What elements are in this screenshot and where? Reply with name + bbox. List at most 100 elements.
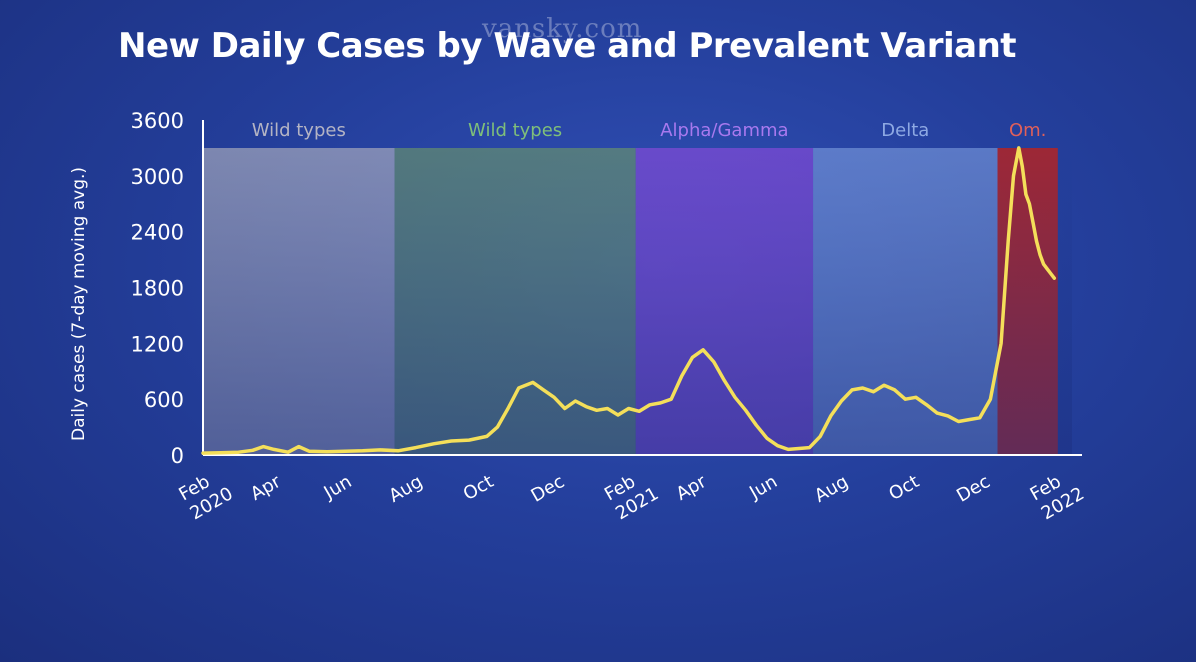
band-shade xyxy=(203,148,1072,455)
x-tick: Apr xyxy=(247,471,285,505)
x-tick-label: Aug xyxy=(385,471,426,507)
data-point xyxy=(628,407,630,410)
data-point xyxy=(915,396,917,398)
data-point xyxy=(883,384,885,386)
data-point xyxy=(379,449,381,451)
data-point xyxy=(691,356,694,358)
x-tick: Oct xyxy=(460,471,497,505)
data-point xyxy=(1050,272,1052,275)
x-tick-label: Aug xyxy=(811,471,852,507)
x-tick: Oct xyxy=(885,471,922,505)
data-point xyxy=(617,414,619,416)
y-tick-label: 1800 xyxy=(131,277,184,301)
x-tick-label: Oct xyxy=(460,471,497,505)
data-point xyxy=(1000,342,1002,344)
wave-label-4: Om. xyxy=(1009,120,1046,141)
data-point xyxy=(326,451,328,453)
data-point xyxy=(606,407,609,410)
data-point xyxy=(830,415,832,417)
data-point xyxy=(649,404,651,406)
series-line-0 xyxy=(201,146,1057,455)
data-point xyxy=(564,407,566,410)
data-point xyxy=(819,435,821,437)
y-tick-label: 1200 xyxy=(131,332,184,356)
data-point xyxy=(979,417,981,419)
x-tick: Aug xyxy=(385,471,426,507)
data-point xyxy=(989,398,992,400)
data-point xyxy=(298,446,300,448)
x-tick-label: Oct xyxy=(885,471,922,505)
data-point xyxy=(273,448,275,450)
y-tick-label: 600 xyxy=(144,388,184,412)
x-tick-label: Jun xyxy=(320,471,356,504)
data-point xyxy=(397,450,399,452)
data-point xyxy=(957,420,960,423)
data-point xyxy=(755,424,757,426)
data-point xyxy=(851,389,853,391)
data-point xyxy=(553,396,555,398)
data-point xyxy=(798,447,800,450)
data-point xyxy=(702,349,704,351)
data-point xyxy=(787,448,789,450)
data-point xyxy=(1032,221,1034,223)
x-tick: Jun xyxy=(320,471,356,504)
data-point xyxy=(1012,175,1015,177)
data-point xyxy=(808,447,811,449)
data-point xyxy=(1007,240,1009,242)
data-point xyxy=(308,450,310,452)
data-point xyxy=(872,391,875,393)
data-point xyxy=(585,406,587,408)
data-point xyxy=(1043,263,1045,265)
data-point xyxy=(252,449,254,451)
data-point xyxy=(262,446,264,448)
wave-label-3: Delta xyxy=(881,120,929,141)
y-tick-label: 2400 xyxy=(131,221,184,245)
data-point xyxy=(681,375,683,377)
data-point xyxy=(344,450,346,452)
data-point xyxy=(734,396,736,398)
data-point xyxy=(1018,147,1020,149)
chart-title: New Daily Cases by Wave and Prevalent Va… xyxy=(118,26,1017,66)
data-point xyxy=(542,389,545,391)
data-point xyxy=(660,402,662,404)
data-point xyxy=(936,412,938,414)
data-point xyxy=(894,389,896,391)
x-tick: Apr xyxy=(673,471,711,505)
data-point xyxy=(362,450,364,452)
data-point xyxy=(596,409,598,411)
watermark-text: vansky.com xyxy=(482,14,643,44)
data-point xyxy=(237,451,240,453)
x-tick-label: Dec xyxy=(528,471,569,507)
data-point xyxy=(496,426,498,428)
y-tick-label: 0 xyxy=(171,444,184,468)
data-point xyxy=(433,443,435,445)
wave-label-2: Alpha/Gamma xyxy=(660,120,788,141)
data-point xyxy=(926,404,928,406)
data-point xyxy=(1021,165,1023,168)
data-point xyxy=(766,437,768,439)
y-tick-label: 3000 xyxy=(131,165,184,189)
data-point xyxy=(968,419,970,421)
data-point xyxy=(713,361,715,363)
data-point xyxy=(202,452,204,454)
x-tick-label: Dec xyxy=(953,471,994,507)
data-point xyxy=(450,440,452,442)
data-point xyxy=(670,398,672,400)
wave-label-0: Wild types xyxy=(252,120,346,141)
data-point xyxy=(468,439,470,441)
data-point xyxy=(1035,240,1038,242)
data-point xyxy=(862,387,864,389)
data-point xyxy=(1046,268,1048,270)
x-tick: Jun xyxy=(745,471,781,504)
x-tick-label: Apr xyxy=(247,471,285,505)
data-point xyxy=(947,415,949,417)
data-point xyxy=(840,400,843,402)
x-tick: Aug xyxy=(811,471,852,507)
data-point xyxy=(638,410,640,412)
data-point xyxy=(486,435,488,437)
x-tick: Dec xyxy=(528,471,569,507)
